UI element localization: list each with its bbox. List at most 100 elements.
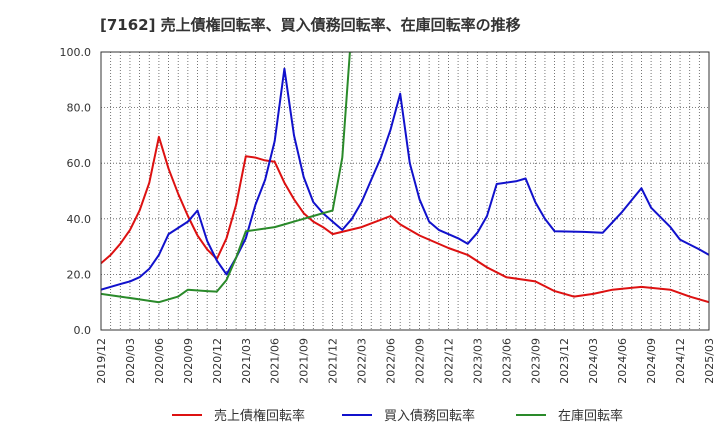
chart-title: [7162] 売上債権回転率、買入債務回転率、在庫回転率の推移 xyxy=(100,16,521,34)
data-point xyxy=(553,230,556,232)
data-point xyxy=(389,215,392,217)
legend-label: 買入債務回転率 xyxy=(384,408,475,424)
x-tick-label: 2024/12 xyxy=(674,338,687,384)
y-tick-label: 40.0 xyxy=(67,213,92,226)
data-point xyxy=(148,182,150,184)
x-tick-label: 2022/12 xyxy=(442,338,455,384)
x-tick-label: 2021/03 xyxy=(240,338,253,384)
x-tick-label: 2020/12 xyxy=(211,338,224,384)
y-tick-label: 100.0 xyxy=(60,46,92,59)
data-point xyxy=(341,229,343,231)
data-point xyxy=(679,239,681,241)
data-point xyxy=(139,298,141,301)
x-tick-label: 2025/03 xyxy=(703,338,716,384)
data-point xyxy=(640,286,643,288)
data-point xyxy=(158,254,160,256)
data-point xyxy=(515,180,517,182)
data-point xyxy=(119,283,121,285)
data-point xyxy=(428,220,430,223)
data-point xyxy=(418,234,421,237)
data-point xyxy=(544,218,546,220)
data-point xyxy=(332,233,334,235)
data-point xyxy=(283,223,285,225)
data-point xyxy=(332,209,334,212)
y-tick-label: 60.0 xyxy=(67,157,92,170)
data-point xyxy=(187,289,189,291)
data-point xyxy=(225,279,228,281)
data-point xyxy=(274,226,276,228)
grid xyxy=(101,52,709,330)
data-point xyxy=(196,234,199,237)
data-point xyxy=(167,233,170,235)
data-point xyxy=(611,289,614,291)
x-tick-label: 2021/09 xyxy=(298,338,311,384)
data-point xyxy=(534,201,536,203)
data-point xyxy=(370,179,372,181)
data-point xyxy=(283,68,285,70)
data-point xyxy=(669,226,671,228)
data-point xyxy=(177,193,179,195)
legend-label: 売上債権回転率 xyxy=(214,408,305,424)
data-point xyxy=(399,93,401,95)
data-point xyxy=(399,223,401,225)
data-point xyxy=(283,182,285,184)
x-tick-label: 2022/06 xyxy=(385,338,398,384)
x-tick-label: 2020/03 xyxy=(124,338,137,384)
y-tick-label: 0.0 xyxy=(74,324,92,337)
data-point xyxy=(158,136,160,138)
x-tick-label: 2023/03 xyxy=(471,338,484,384)
data-point xyxy=(148,268,150,270)
data-point xyxy=(332,220,334,223)
data-point xyxy=(254,204,257,206)
x-tick-label: 2020/09 xyxy=(182,338,195,384)
x-tick-label: 2023/12 xyxy=(558,338,571,384)
legend-label: 在庫回転率 xyxy=(558,408,623,424)
data-point xyxy=(187,220,189,223)
data-point xyxy=(293,198,295,200)
x-tick-label: 2024/06 xyxy=(616,338,629,384)
data-point xyxy=(303,176,305,178)
data-point xyxy=(486,215,488,217)
data-point xyxy=(351,218,353,220)
data-point xyxy=(225,237,228,239)
data-point xyxy=(698,248,700,250)
x-tick-label: 2020/06 xyxy=(153,338,166,384)
data-point xyxy=(669,289,671,291)
data-point xyxy=(177,296,179,298)
data-point xyxy=(274,161,276,163)
legend: 売上債権回転率 買入債務回転率 在庫回転率 xyxy=(172,408,623,424)
data-point xyxy=(119,243,121,245)
data-point xyxy=(187,215,189,217)
data-point xyxy=(139,276,141,278)
data-point xyxy=(303,218,305,220)
data-point xyxy=(264,159,266,162)
data-point xyxy=(602,232,604,234)
data-point xyxy=(206,248,208,250)
x-axis-ticks: 2019/12 2020/03 2020/06 2020/09 2020/12 2021/… xyxy=(95,338,716,384)
data-point xyxy=(216,259,218,262)
data-point xyxy=(447,247,450,249)
data-point xyxy=(592,293,594,295)
x-tick-label: 2024/03 xyxy=(587,338,600,384)
data-point xyxy=(206,240,208,242)
data-point xyxy=(129,280,131,282)
data-point xyxy=(553,290,556,292)
data-point xyxy=(486,266,488,269)
data-point xyxy=(245,155,247,157)
data-point xyxy=(650,207,652,209)
data-point xyxy=(534,280,536,282)
data-point xyxy=(409,162,411,164)
y-tick-label: 20.0 xyxy=(67,268,92,281)
data-point xyxy=(360,201,363,203)
data-point xyxy=(167,168,170,170)
data-point xyxy=(322,226,324,228)
data-point xyxy=(582,231,585,233)
data-point xyxy=(264,179,266,181)
data-point xyxy=(206,290,208,292)
data-point xyxy=(158,301,160,303)
series-line xyxy=(101,67,709,291)
x-tick-label: 2019/12 xyxy=(95,338,108,384)
data-point xyxy=(476,232,478,234)
data-point xyxy=(322,212,324,214)
